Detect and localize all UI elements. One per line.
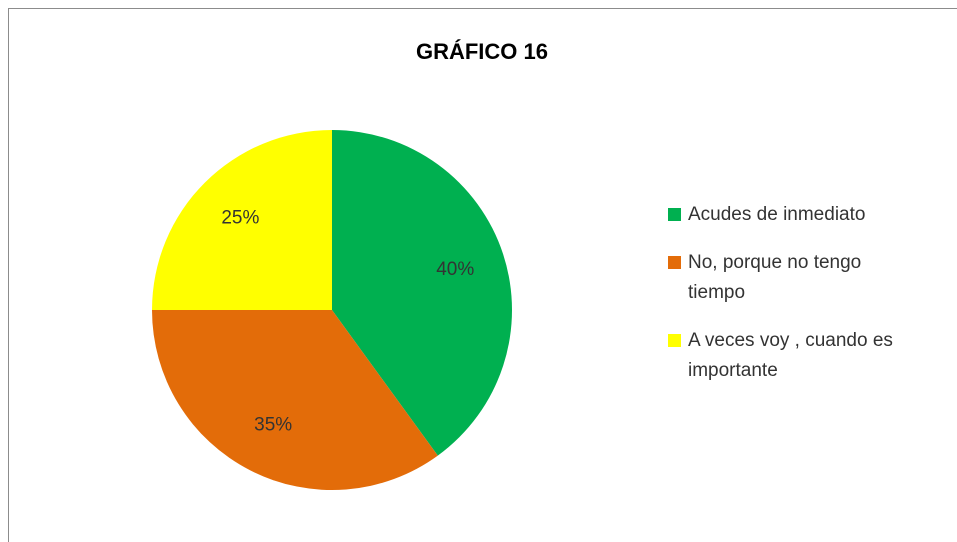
legend-swatch bbox=[668, 256, 681, 269]
legend-swatch bbox=[668, 208, 681, 221]
pie-slice bbox=[152, 130, 332, 310]
data-label: 40% bbox=[436, 259, 474, 280]
legend-swatch bbox=[668, 334, 681, 347]
legend-item: A veces voy , cuando es importante bbox=[668, 326, 916, 386]
chart-title: GRÁFICO 16 bbox=[416, 39, 548, 64]
chart-border bbox=[8, 8, 957, 542]
legend-label: No, porque no tengo tiempo bbox=[688, 252, 862, 303]
data-label: 35% bbox=[254, 414, 292, 435]
legend-item: Acudes de inmediato bbox=[668, 200, 916, 230]
pie-slice bbox=[332, 130, 512, 456]
legend: Acudes de inmediato No, porque no tengo t… bbox=[668, 200, 957, 404]
legend-label: Acudes de inmediato bbox=[688, 204, 866, 225]
data-label: 25% bbox=[221, 207, 259, 228]
legend-label: A veces voy , cuando es importante bbox=[688, 330, 893, 381]
legend-item: No, porque no tengo tiempo bbox=[668, 248, 916, 308]
pie-slice bbox=[152, 310, 438, 491]
